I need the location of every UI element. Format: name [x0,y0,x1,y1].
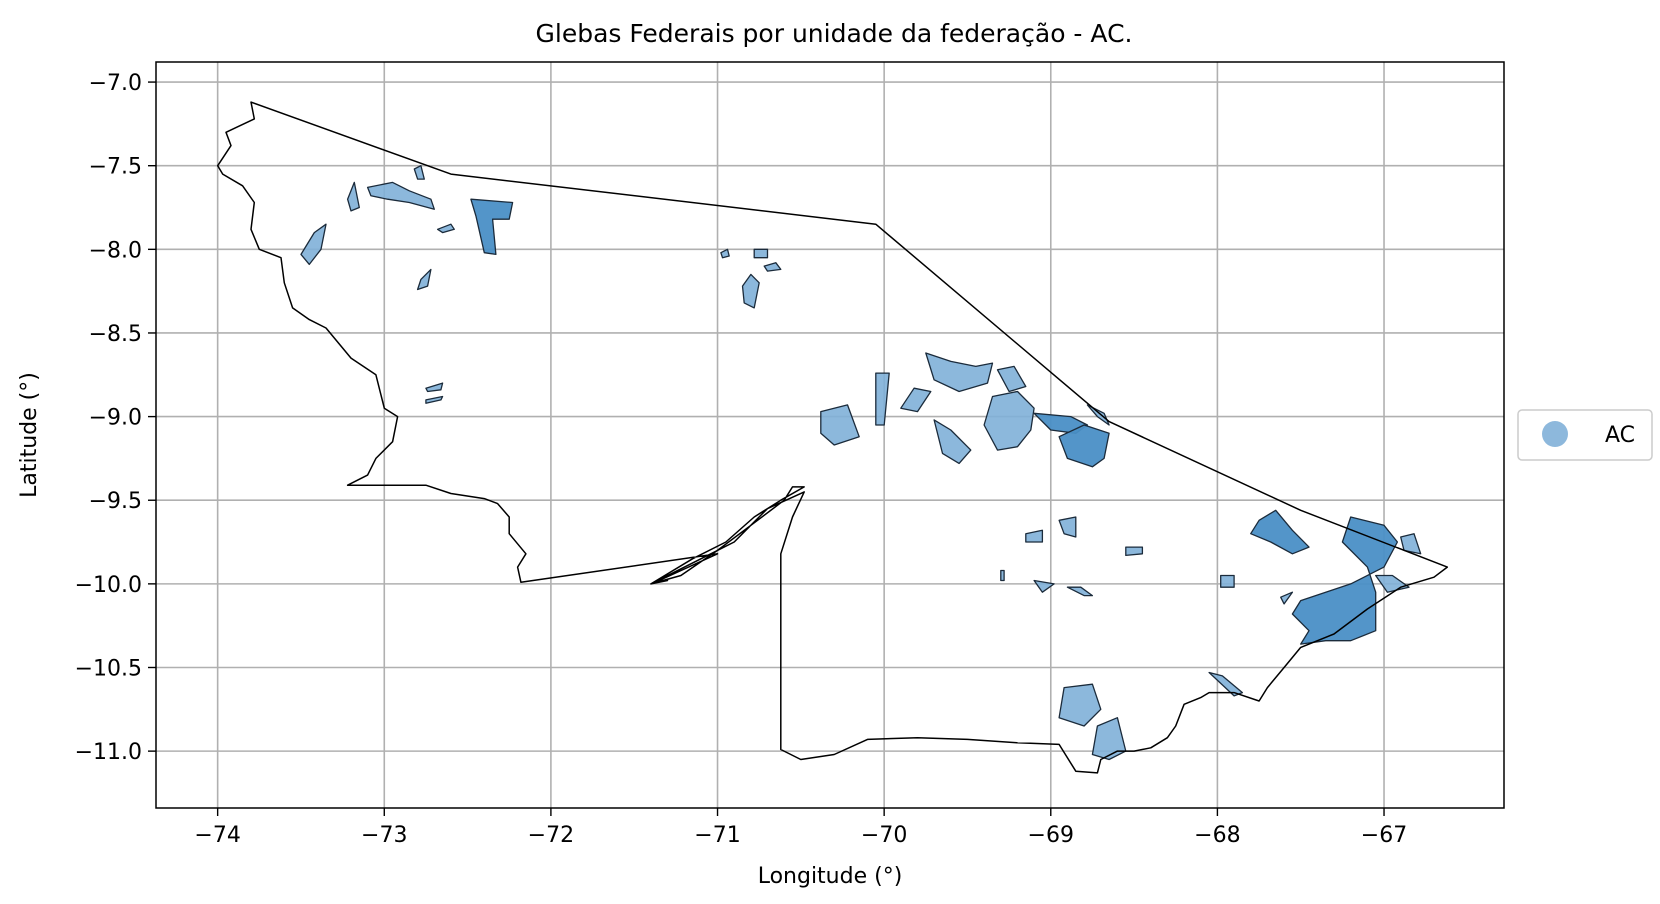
x-tick-label-0: −74 [194,823,240,848]
gleba-polygon-4 [300,223,327,266]
gleba-polygon-12 [720,248,730,259]
chart-title: Glebas Federais por unidade da federação… [536,19,1133,48]
gleba-polygon-23 [1086,404,1110,426]
gleba-polygon-28 [1066,586,1094,597]
gleba-polygon-3 [413,165,425,180]
y-tick-label-8: −11.0 [75,740,142,765]
gleba-polygon-13 [763,262,782,272]
gleba-polygon-33 [1220,574,1235,588]
gleba-polygon-25 [1025,529,1044,543]
gleba-polygon-7 [416,268,432,291]
gleba-polygon-1 [346,181,360,212]
gleba-polygon-35 [1291,516,1399,645]
gleba-polygon-29 [1000,569,1005,582]
gleba-polygon-18 [933,419,972,465]
x-tick-label-3: −71 [694,823,740,848]
gleba-polygon-36 [1400,533,1422,555]
x-axis-ticks: −74 −73 −72 −71 −70 −69 −68 −67 [194,808,1407,848]
gleba-polygon-10 [741,273,760,309]
gleba-polygon-20 [983,390,1035,451]
gleba-polygon-22 [1058,424,1110,468]
x-tick-label-7: −67 [1361,823,1407,848]
plot-area [155,61,1505,809]
gleba-polygon-16 [900,387,932,413]
gleba-polygon-27 [1033,579,1055,593]
x-tick-label-4: −70 [861,823,907,848]
gleba-polygon-38 [1280,591,1294,605]
gleba-polygon-26 [1125,546,1144,557]
gleba-polygon-30 [1058,683,1102,727]
y-tick-label-2: −8.0 [89,238,142,263]
gleba-polygon-6 [470,198,514,256]
legend-box: AC [1517,409,1653,461]
y-tick-label-0: −7.0 [89,71,142,96]
legend-marker-ac [1542,421,1568,447]
gleba-polygon-14 [820,404,860,446]
gleba-polygon-24 [1058,516,1077,538]
gleba-polygon-31 [1091,717,1127,761]
gleba-polygon-17 [925,352,994,393]
y-tick-label-6: −10.0 [75,573,142,598]
gleba-polygon-19 [996,365,1027,393]
gleba-polygon-34 [1250,509,1310,555]
y-tick-label-1: −7.5 [89,155,142,180]
gleba-polygon-32 [1208,671,1244,697]
x-tick-label-2: −72 [528,823,574,848]
y-tick-label-5: −9.5 [89,489,142,514]
glebas-layer [300,165,1422,761]
gleba-polygon-11 [753,248,769,259]
axes-frame [155,61,1505,809]
x-tick-label-1: −73 [361,823,407,848]
legend-label-ac: AC [1605,423,1635,448]
gleba-polygon-5 [436,223,455,234]
y-tick-label-4: −9.0 [89,406,142,431]
y-tick-label-7: −10.5 [75,656,142,681]
gleba-polygon-9 [425,395,444,404]
y-axis-ticks: −7.0 −7.5 −8.0 −8.5 −9.0 −9.5 −10.0 −10.5 −11.0 [75,71,156,765]
gleba-polygon-15 [875,372,890,426]
y-axis-label: Latitude (°) [17,372,42,498]
x-axis-label: Longitude (°) [758,864,903,889]
x-tick-label-5: −69 [1028,823,1074,848]
x-tick-label-6: −68 [1194,823,1240,848]
gleba-polygon-2 [366,181,435,210]
y-tick-label-3: −8.5 [89,322,142,347]
gleba-polygon-8 [425,382,444,393]
state-outline-acre [216,101,1449,774]
